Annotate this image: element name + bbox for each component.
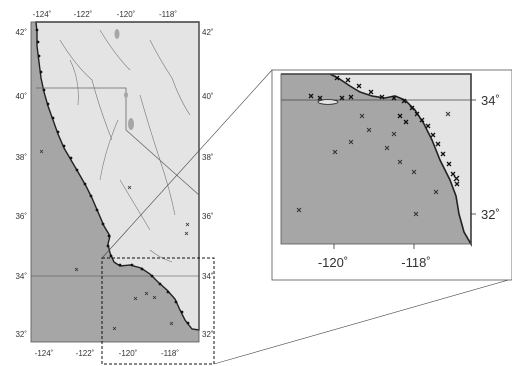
left-lat-label: 40˚: [15, 92, 27, 101]
right-lat-label: 40˚: [202, 92, 214, 101]
inset-coast-markers: [308, 75, 460, 187]
inset-lat-label: 32˚: [481, 207, 500, 222]
left-lat-label: 38˚: [15, 153, 27, 162]
main-map: -124˚ -122˚ -120˚ -118˚ -124˚ -122˚ -120…: [15, 10, 213, 358]
zoom-box: [101, 257, 215, 365]
right-lat-label: 38˚: [202, 153, 214, 162]
lakes: [114, 29, 134, 130]
inset-ticks: [333, 99, 476, 249]
top-lon-label: -118˚: [159, 10, 177, 19]
inset-frame: [280, 73, 472, 245]
inset-map: -120˚ -118˚ 34˚ 32˚: [271, 69, 512, 281]
coast-markers: [35, 28, 190, 325]
top-lon-label: -120˚: [117, 10, 136, 19]
connector-lines: [101, 69, 512, 365]
right-lat-label: 36˚: [202, 212, 214, 221]
bottom-lon-label: -120˚: [119, 349, 138, 358]
offshore-markers: [39, 149, 190, 331]
inset-land: [281, 73, 472, 247]
right-lat-label: 32˚: [202, 330, 214, 339]
left-lat-label: 36˚: [15, 212, 27, 221]
left-lat-label: 32˚: [15, 330, 27, 339]
inset-island: [317, 99, 339, 105]
left-lat-label: 42˚: [15, 28, 27, 37]
rivers: [59, 29, 191, 263]
top-lon-label: -124˚: [33, 10, 52, 19]
left-lat-label: 34˚: [15, 272, 27, 281]
inset-offshore-markers: [296, 111, 451, 217]
bottom-lon-label: -118˚: [161, 349, 179, 358]
right-lat-label: 42˚: [202, 28, 214, 37]
main-frame: [30, 21, 200, 343]
state-boundary: [36, 87, 200, 196]
inset-lat-label: 34˚: [481, 93, 500, 108]
inset-lon-label: -118˚: [401, 255, 430, 270]
top-lon-label: -122˚: [74, 10, 93, 19]
bottom-lon-label: -124˚: [35, 349, 54, 358]
inset-lon-label: -120˚: [318, 255, 348, 270]
bottom-lon-label: -122˚: [76, 349, 95, 358]
right-lat-label: 34˚: [202, 272, 214, 281]
